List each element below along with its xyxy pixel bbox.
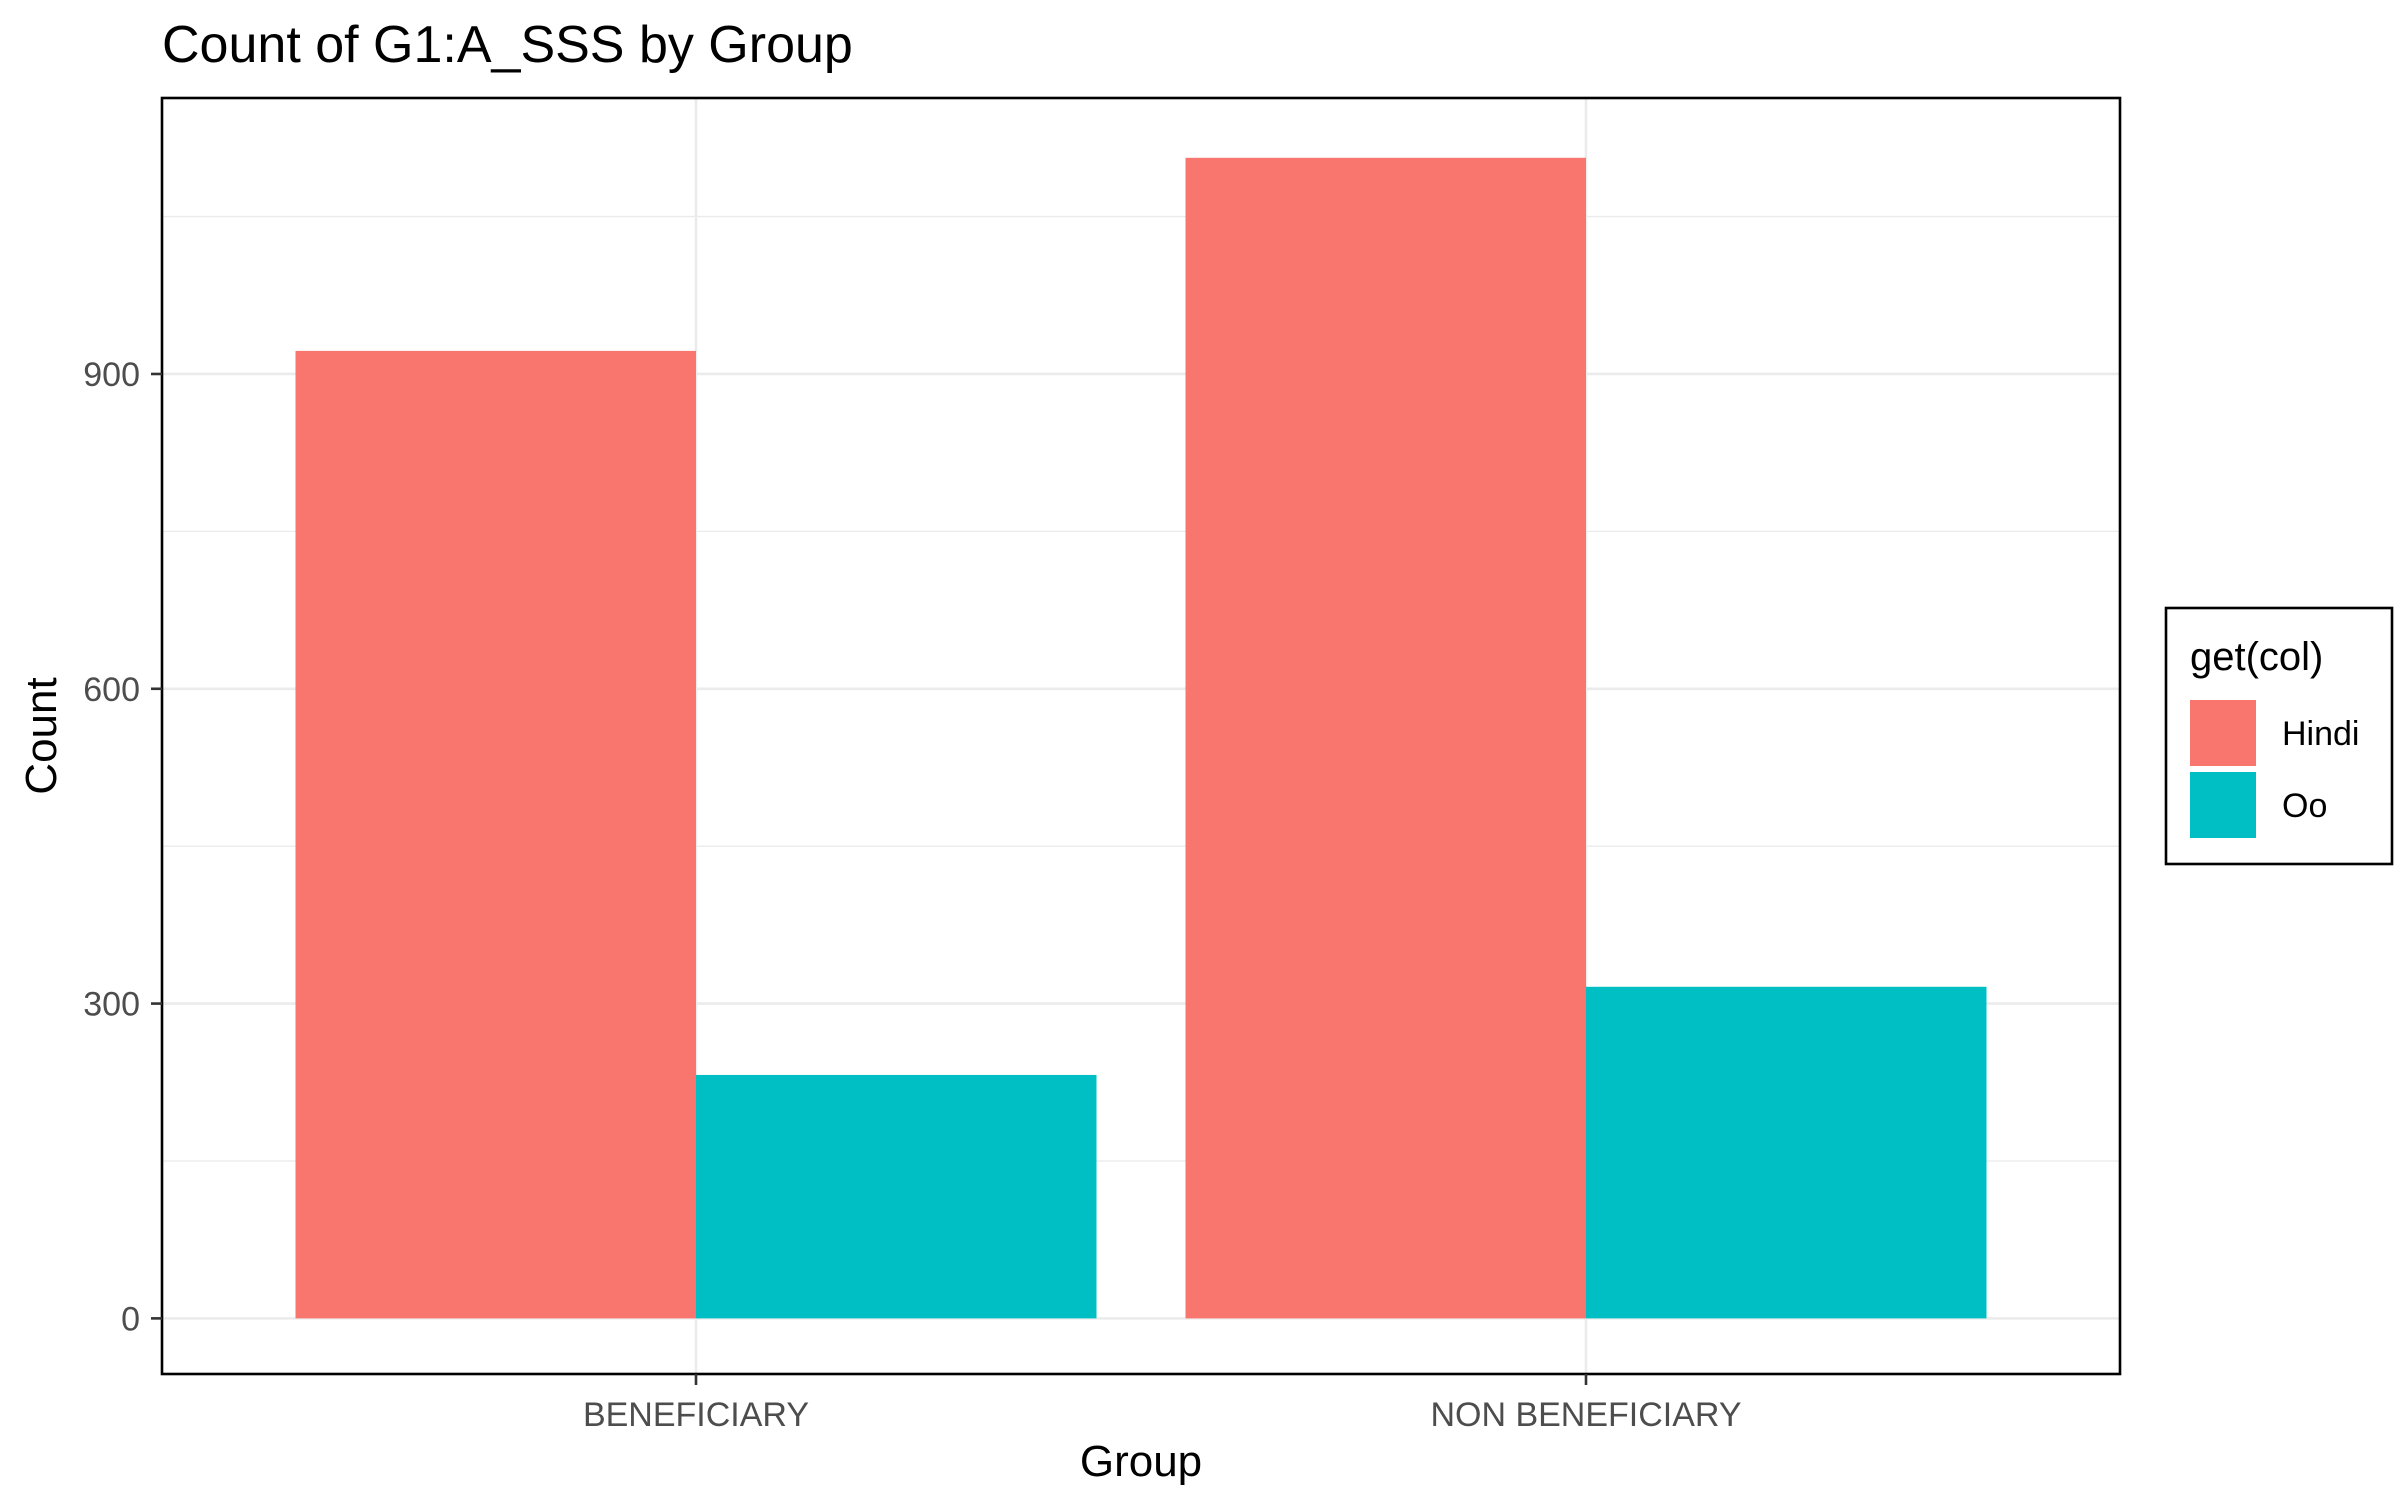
legend-label-oo: Oo [2282,787,2327,825]
y-tick-label: 300 [83,986,140,1024]
bars [295,157,1987,1319]
y-axis-title: Count [17,677,66,794]
x-tick-label: BENEFICIARY [583,1396,809,1434]
legend-key-hindi [2190,700,2256,766]
bar-oo-0 [696,1074,1097,1319]
bar-hindi-0 [295,350,696,1319]
x-axis-title: Group [1080,1437,1202,1486]
plot-panel [160,96,2122,1376]
bar-oo-1 [1586,986,1987,1319]
legend: get(col) Hindi Oo [2164,606,2394,866]
chart-title: Count of G1:A_SSS by Group [162,16,853,74]
legend-key-oo [2190,772,2256,838]
legend-title: get(col) [2190,635,2323,679]
x-axis: BENEFICIARY NON BENEFICIARY [583,1374,1742,1434]
y-tick-label: 900 [83,356,140,394]
x-tick-label: NON BENEFICIARY [1430,1396,1741,1434]
y-tick-label: 0 [121,1300,140,1338]
bar-hindi-1 [1185,157,1586,1319]
y-tick-label: 600 [83,671,140,709]
y-axis: 0 300 600 900 [83,356,162,1338]
legend-label-hindi: Hindi [2282,715,2359,753]
legend-box [2164,606,2394,866]
